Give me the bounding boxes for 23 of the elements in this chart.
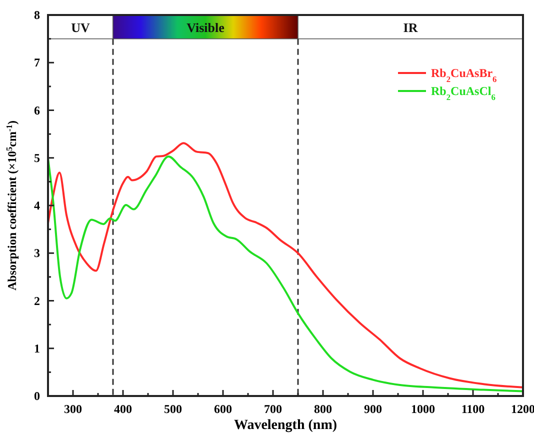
band-label: UV (71, 20, 90, 35)
x-tick-label: 800 (314, 402, 332, 416)
x-tick-label: 600 (214, 402, 232, 416)
x-tick-label: 700 (264, 402, 282, 416)
x-axis-title: Wavelength (nm) (234, 418, 338, 433)
legend-label: Rb$_{2}$CuAsCl$_{6}$ (431, 84, 496, 102)
legend-label: Rb$_{2}$CuAsBr$_{6}$ (431, 66, 497, 84)
x-tick-label: 400 (114, 402, 132, 416)
y-tick-label: 4 (34, 198, 40, 212)
y-tick-label: 6 (34, 103, 40, 118)
y-tick-label: 3 (34, 246, 40, 260)
y-tick-label: 7 (34, 56, 40, 70)
x-tick-label: 500 (164, 402, 182, 416)
y-tick-label: 0 (34, 389, 40, 403)
band-label: IR (403, 20, 418, 35)
y-tick-label: 1 (34, 341, 40, 356)
x-tick-label: 300 (64, 402, 82, 416)
x-tick-label: 1100 (461, 402, 485, 416)
x-tick-label: 1000 (411, 402, 435, 416)
x-tick-label: 900 (364, 402, 382, 416)
y-tick-label: 5 (34, 150, 40, 165)
y-tick-label: 8 (34, 8, 40, 22)
y-tick-label: 2 (34, 294, 40, 308)
